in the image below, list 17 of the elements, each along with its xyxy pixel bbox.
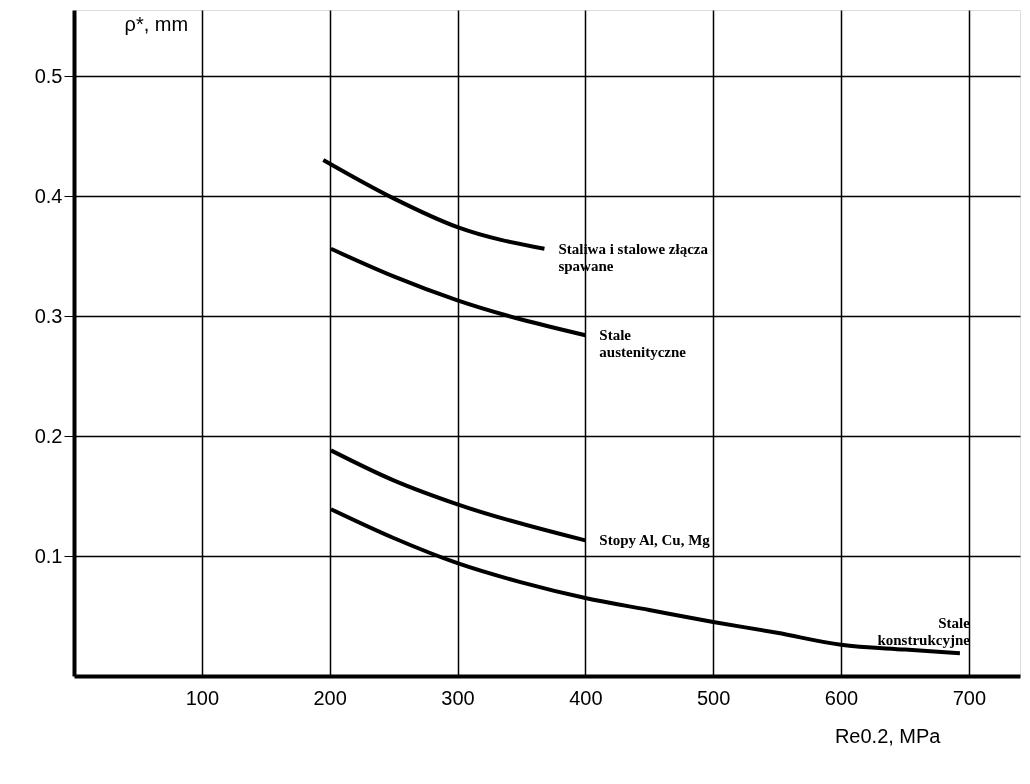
x-tick-label: 400 xyxy=(569,686,603,709)
y-tick-label: 0.3 xyxy=(34,304,63,327)
x-tick-label: 600 xyxy=(824,686,859,709)
series-label: Stopy Al, Cu, Mg xyxy=(599,532,711,549)
x-tick-label: 500 xyxy=(697,686,731,709)
y-tick-label: 0.1 xyxy=(34,544,63,567)
x-tick-label: 300 xyxy=(441,686,475,709)
y-axis-title: ρ*, mm xyxy=(124,12,189,35)
series-label: Stale konstrukcyjne xyxy=(877,615,971,649)
x-tick-label: 200 xyxy=(313,686,347,709)
x-tick-label: 100 xyxy=(185,686,220,709)
x-tick-label: 700 xyxy=(952,686,987,709)
y-tick-label: 0.5 xyxy=(34,64,63,87)
series-label: Stale austenityczne xyxy=(599,327,687,361)
y-tick-label: 0.2 xyxy=(34,424,63,447)
y-tick-label: 0.4 xyxy=(34,184,63,207)
x-axis-title: Re0.2, MPa xyxy=(834,724,942,747)
